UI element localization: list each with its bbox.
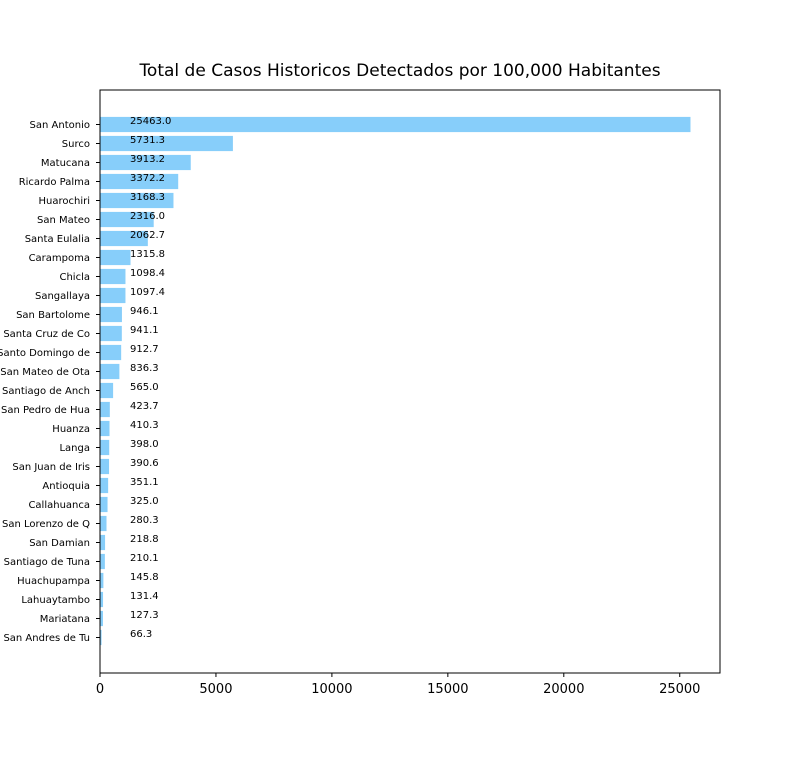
y-category-label: Huanza <box>52 424 90 435</box>
bar-value-label: 941.1 <box>130 325 159 336</box>
y-category-label: Antioquia <box>42 481 90 492</box>
bar-value-label: 836.3 <box>130 363 159 374</box>
y-category-label: San Mateo de Ota <box>0 367 90 378</box>
bar-value-label: 3168.3 <box>130 192 165 203</box>
bar-value-label: 2062.7 <box>130 230 165 241</box>
y-category-label: San Mateo <box>37 215 90 226</box>
bar <box>100 572 104 589</box>
x-tick-label: 5000 <box>199 682 232 697</box>
bar <box>100 154 191 171</box>
y-category-label: San Juan de Iris <box>12 462 90 473</box>
y-category-label: Matucana <box>41 158 90 169</box>
bar <box>100 116 691 133</box>
bar-value-label: 5731.3 <box>130 135 165 146</box>
bar-value-label: 351.1 <box>130 477 159 488</box>
y-category-label: Mariatana <box>40 614 90 625</box>
bar <box>100 230 148 247</box>
bars-layer <box>100 116 691 646</box>
bar-value-label: 1098.4 <box>130 268 165 279</box>
y-category-label: Chicla <box>59 272 90 283</box>
y-category-label: Santiago de Tuna <box>4 557 90 568</box>
bar <box>100 268 126 285</box>
bar-value-label: 3372.2 <box>130 173 165 184</box>
x-axis-ticks: 0 5000 10000 15000 20000 25000 <box>96 673 700 697</box>
y-category-label: Carampoma <box>29 253 90 264</box>
bar <box>100 306 122 323</box>
bar <box>100 477 109 494</box>
bar <box>100 401 110 418</box>
bar-value-label: 2316.0 <box>130 211 165 222</box>
bar <box>100 249 131 266</box>
bar-value-label: 565.0 <box>130 382 159 393</box>
x-tick-label: 10000 <box>311 682 352 697</box>
bar <box>100 515 107 532</box>
y-category-label: San Andres de Tu <box>3 633 90 644</box>
y-category-label: Callahuanca <box>28 500 90 511</box>
plot-area-frame <box>99 89 721 674</box>
bar-value-label: 1097.4 <box>130 287 165 298</box>
bar <box>100 629 102 646</box>
y-category-label: San Lorenzo de Q <box>2 519 90 530</box>
bar <box>100 553 105 570</box>
y-category-label: Huarochiri <box>39 196 91 207</box>
bar <box>100 135 233 152</box>
bar-value-label: 218.8 <box>130 534 159 545</box>
y-axis-category-labels: San Antonio Surco Matucana Ricardo Palma Hua… <box>0 120 100 644</box>
bar-value-label: 390.6 <box>130 458 159 469</box>
bar <box>100 325 122 342</box>
bar-value-label: 410.3 <box>130 420 159 431</box>
bar <box>100 420 110 437</box>
bar-value-label: 3913.2 <box>130 154 165 165</box>
y-category-label: San Antonio <box>30 120 90 131</box>
bar-value-label: 210.1 <box>130 553 159 564</box>
bar <box>100 382 114 399</box>
bar <box>100 211 154 228</box>
bar-value-label: 131.4 <box>130 591 159 602</box>
bar <box>100 496 108 513</box>
x-tick-label: 25000 <box>659 682 700 697</box>
x-tick-label: 20000 <box>543 682 584 697</box>
bar-value-label: 127.3 <box>130 610 159 621</box>
bar <box>100 591 104 608</box>
bar-value-label: 25463.0 <box>130 116 171 127</box>
bar-value-label: 398.0 <box>130 439 159 450</box>
x-tick-label: 0 <box>96 682 104 697</box>
bar <box>100 287 126 304</box>
bar-value-label: 423.7 <box>130 401 159 412</box>
bar-value-label: 66.3 <box>130 629 152 640</box>
y-category-label: Surco <box>62 139 90 150</box>
bar-value-label: 946.1 <box>130 306 159 317</box>
y-category-label: Huachupampa <box>17 576 90 587</box>
bar-value-label: 912.7 <box>130 344 159 355</box>
bar <box>100 610 103 627</box>
bar-value-label: 280.3 <box>130 515 159 526</box>
bar <box>100 458 110 475</box>
x-tick-label: 15000 <box>427 682 468 697</box>
bar <box>100 363 120 380</box>
y-category-label: San Bartolome <box>16 310 90 321</box>
bar-value-label: 325.0 <box>130 496 159 507</box>
bar <box>100 192 174 209</box>
bar <box>100 344 122 361</box>
bar <box>100 439 110 456</box>
chart-title: Total de Casos Historicos Detectados por… <box>138 61 660 81</box>
y-category-label: Langa <box>59 443 90 454</box>
y-category-label: San Damian <box>29 538 90 549</box>
y-category-label: Santo Domingo de <box>0 348 90 359</box>
y-category-label: San Pedro de Hua <box>1 405 90 416</box>
bar <box>100 534 106 551</box>
labels-layer: 25463.0 5731.3 3913.2 3372.2 3168.3 2316.0 206… <box>130 116 171 640</box>
bar <box>100 173 179 190</box>
y-category-label: Sangallaya <box>35 291 90 302</box>
y-category-label: Santa Eulalia <box>25 234 90 245</box>
bar-value-label: 145.8 <box>130 572 159 583</box>
y-category-label: Santa Cruz de Co <box>3 329 90 340</box>
y-category-label: Ricardo Palma <box>19 177 90 188</box>
bar-value-label: 1315.8 <box>130 249 165 260</box>
y-category-label: Santiago de Anch <box>2 386 90 397</box>
y-category-label: Lahuaytambo <box>21 595 90 606</box>
